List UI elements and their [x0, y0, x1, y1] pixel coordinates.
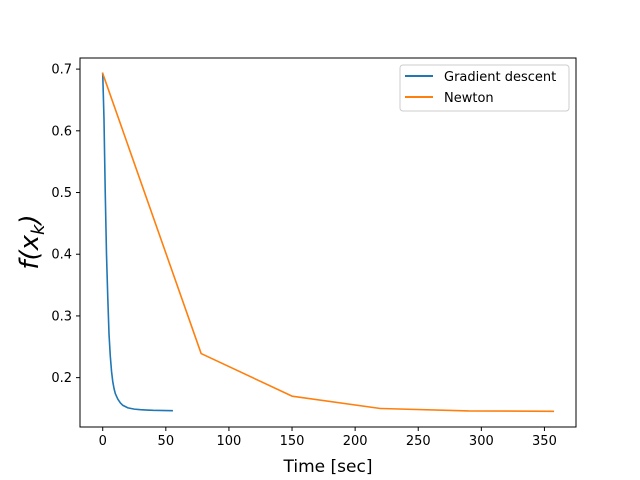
legend: Gradient descent Newton — [399, 64, 570, 112]
x-tick-label: 0 — [99, 434, 107, 449]
y-axis: 0.2 0.3 0.4 0.5 0.6 0.7 — [51, 63, 80, 386]
x-axis: 0 50 100 150 200 250 300 350 — [99, 427, 557, 449]
x-tick-label: 300 — [469, 434, 494, 449]
legend-label-newton: Newton — [444, 91, 494, 106]
x-tick-label: 350 — [532, 434, 557, 449]
x-tick-label: 250 — [406, 434, 431, 449]
x-tick-label: 100 — [217, 434, 242, 449]
plot-frame — [79, 57, 577, 428]
series-line-newton — [101, 72, 555, 413]
y-axis-label-close: ) — [15, 214, 45, 226]
y-axis-label-subscript: k — [28, 223, 49, 235]
series-line-gradient-descent — [101, 72, 173, 412]
legend-box — [399, 64, 570, 112]
x-axis-label: Time [sec] — [283, 457, 373, 477]
plot-background — [80, 58, 576, 427]
y-tick-label: 0.6 — [51, 124, 72, 139]
y-tick-label: 0.5 — [51, 186, 72, 201]
series-layer — [101, 72, 555, 413]
x-tick-label: 150 — [280, 434, 305, 449]
legend-label-gradient-descent: Gradient descent — [444, 70, 556, 85]
y-tick-label: 0.3 — [51, 309, 72, 324]
x-tick-label: 200 — [343, 434, 368, 449]
x-tick-label: 50 — [158, 434, 175, 449]
y-tick-label: 0.7 — [51, 63, 72, 78]
y-axis-label: f(xk) — [15, 214, 49, 269]
y-tick-label: 0.2 — [51, 371, 72, 386]
y-axis-label-base: f(x — [15, 234, 45, 269]
y-tick-label: 0.4 — [51, 248, 72, 263]
